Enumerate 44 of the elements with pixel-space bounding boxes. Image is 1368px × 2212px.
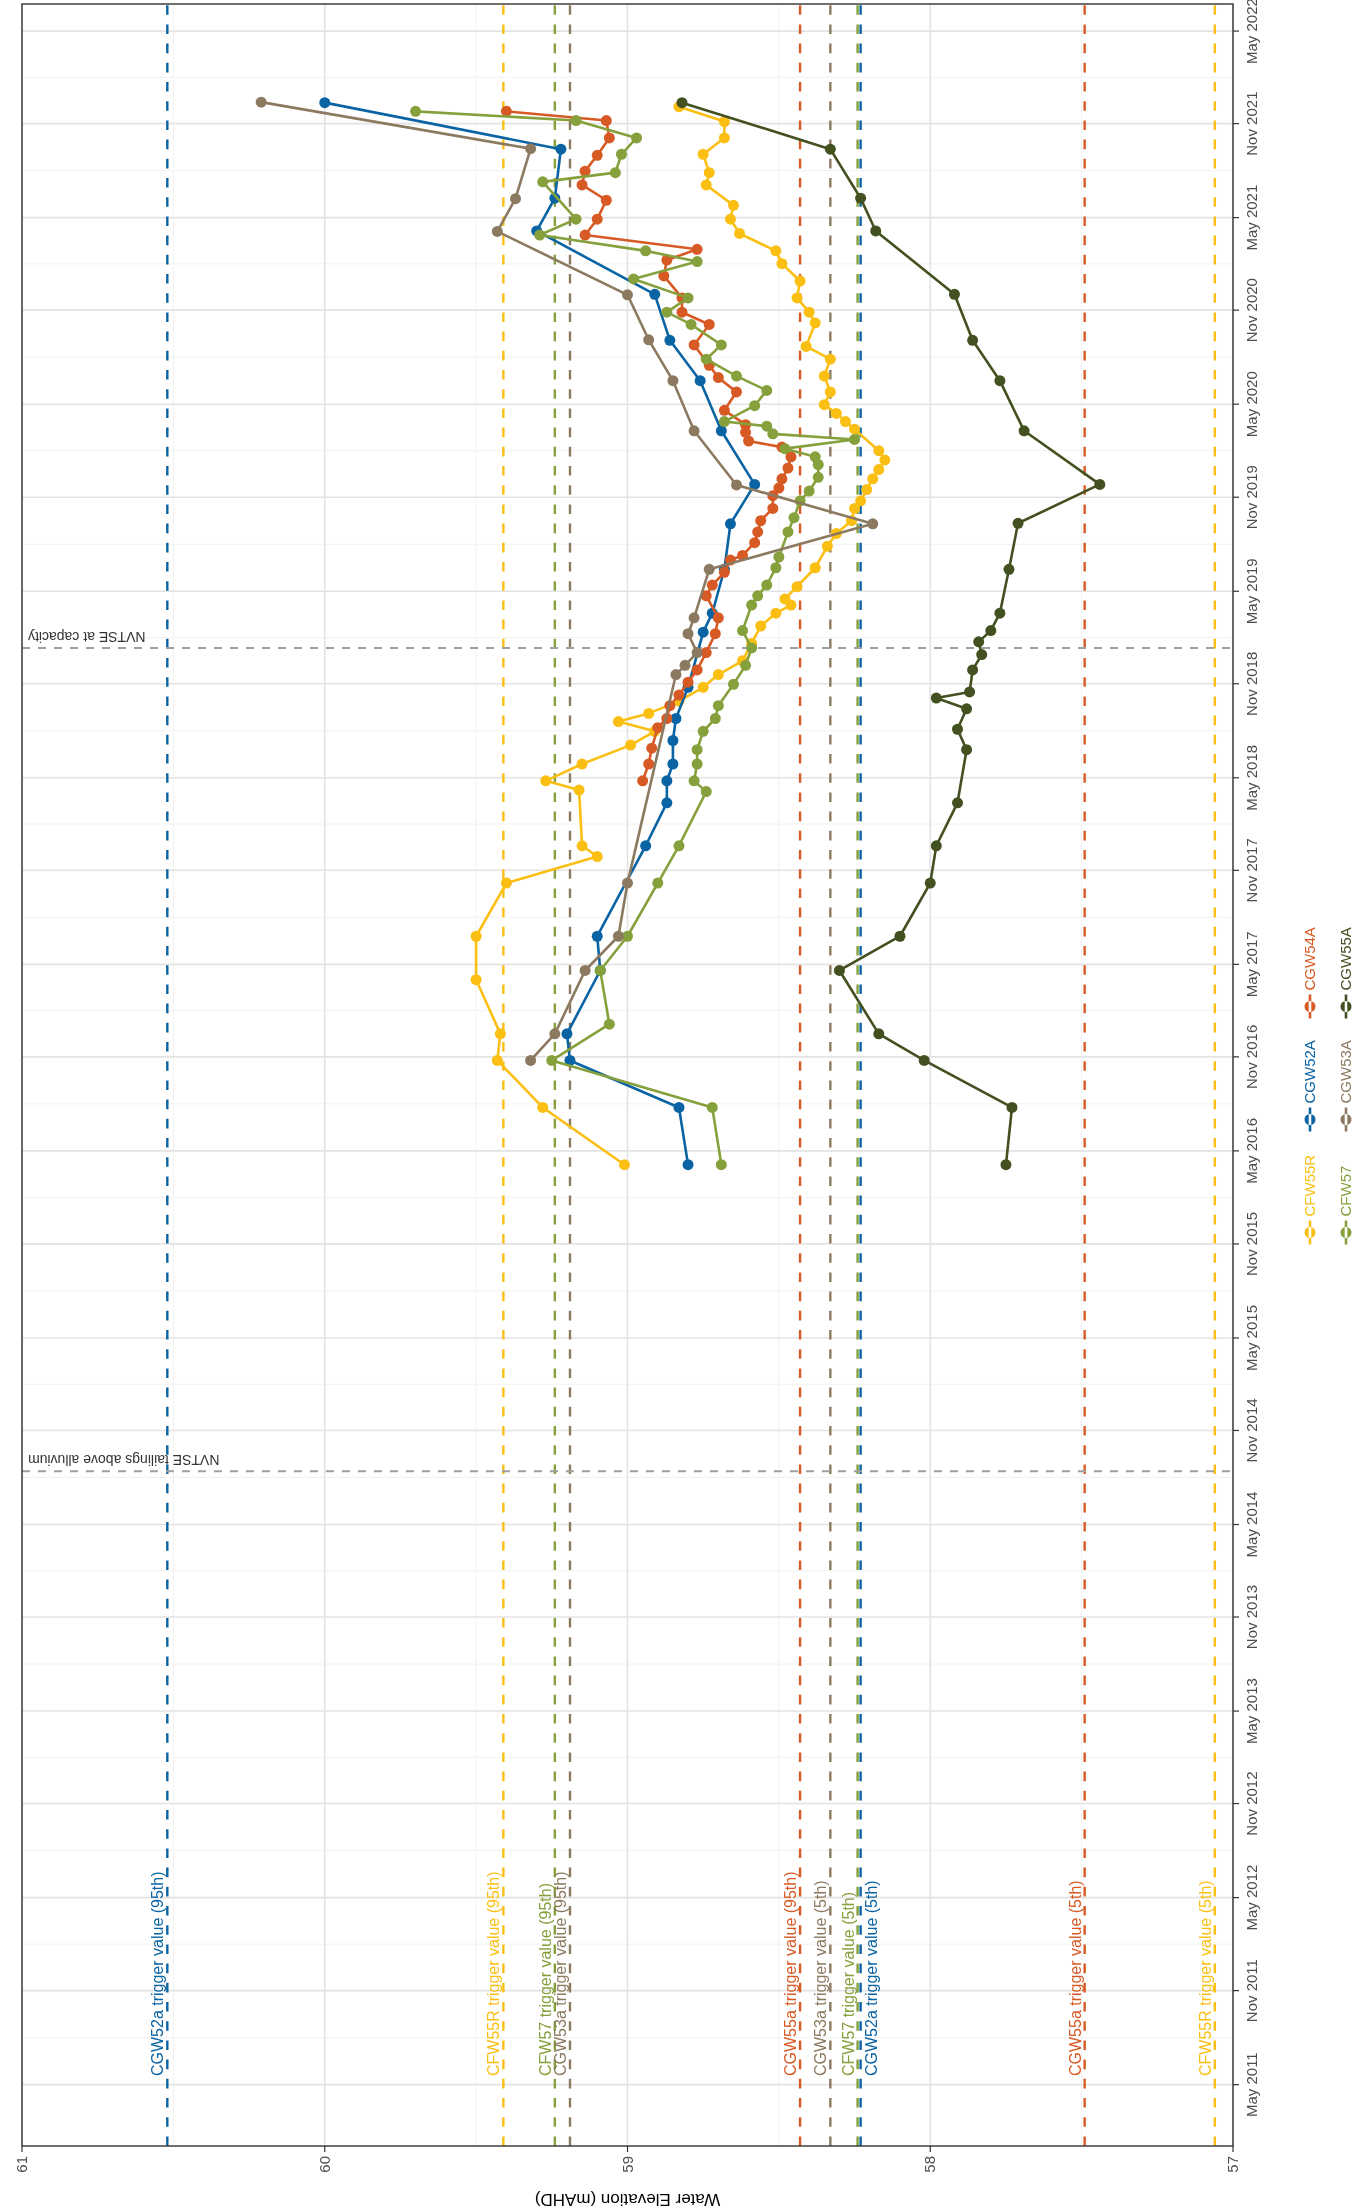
x-tick-label: 58 bbox=[921, 2156, 939, 2173]
y-tick-label: Nov 2017 bbox=[1243, 838, 1260, 903]
x-tick-label: 61 bbox=[13, 2156, 30, 2173]
y-tick-label: May 2018 bbox=[1243, 744, 1260, 811]
y-tick-label: Nov 2012 bbox=[1243, 1771, 1260, 1836]
y-tick-label: Nov 2021 bbox=[1243, 91, 1260, 156]
ref-line-label: CFW57 trigger value (5th) bbox=[839, 1891, 857, 2076]
ref-line-label: CGW52a trigger value (5th) bbox=[862, 1880, 880, 2076]
text: CFW55R bbox=[1301, 1154, 1318, 1217]
ref-line-label: NVTSE at capacity bbox=[28, 628, 146, 645]
ref-line-label: NVTSE tailings above alluvium bbox=[28, 1452, 220, 1469]
y-tick-label: Nov 2019 bbox=[1243, 465, 1260, 530]
y-tick-label: May 2011 bbox=[1243, 2052, 1260, 2118]
y-tick-label: May 2017 bbox=[1243, 931, 1260, 998]
ref-line-label: CFW55R trigger value (5th) bbox=[1196, 1880, 1214, 2076]
y-tick-label: May 2021 bbox=[1243, 184, 1260, 251]
ref-line-label: CGW55a trigger value (95th) bbox=[782, 1871, 800, 2076]
text: CGW55A bbox=[1337, 927, 1354, 991]
y-tick-label: May 2019 bbox=[1243, 558, 1260, 625]
text: CFW57 bbox=[1337, 1165, 1354, 1217]
y-tick-label: May 2013 bbox=[1243, 1678, 1260, 1744]
ref-line-label: CFW55R trigger value (95th) bbox=[485, 1871, 503, 2076]
ref-line-label: CGW55a trigger value (5th) bbox=[1066, 1880, 1084, 2076]
text: CGW53A bbox=[1337, 1040, 1354, 1104]
x-axis-title: Water Elevation (mAHD) bbox=[534, 2190, 721, 2209]
y-tick-label: Nov 2015 bbox=[1243, 1211, 1260, 1277]
x-tick-label: 60 bbox=[315, 2156, 333, 2173]
x-tick-label: 59 bbox=[618, 2156, 636, 2173]
y-tick-label: Nov 2020 bbox=[1243, 278, 1260, 343]
ref-line-label: CGW53a trigger value (5th) bbox=[812, 1880, 830, 2076]
y-tick-label: May 2014 bbox=[1243, 1491, 1260, 1558]
text: CGW54A bbox=[1301, 927, 1318, 991]
x-tick-label: 57 bbox=[1224, 2156, 1241, 2173]
y-tick-label: Nov 2016 bbox=[1243, 1024, 1260, 1089]
y-tick-label: Nov 2013 bbox=[1243, 1584, 1260, 1650]
y-tick-label: Nov 2014 bbox=[1243, 1398, 1260, 1463]
y-tick-label: May 2016 bbox=[1243, 1117, 1260, 1184]
text: CGW52A bbox=[1301, 1040, 1318, 1104]
y-tick-label: Nov 2011 bbox=[1243, 1959, 1260, 2023]
y-tick-label: May 2012 bbox=[1243, 1864, 1260, 1931]
y-tick-label: Nov 2018 bbox=[1243, 651, 1260, 716]
y-tick-label: May 2020 bbox=[1243, 371, 1260, 438]
y-tick-label: May 2015 bbox=[1243, 1305, 1260, 1371]
ref-line-label: CGW52a trigger value (95th) bbox=[149, 1871, 167, 2076]
